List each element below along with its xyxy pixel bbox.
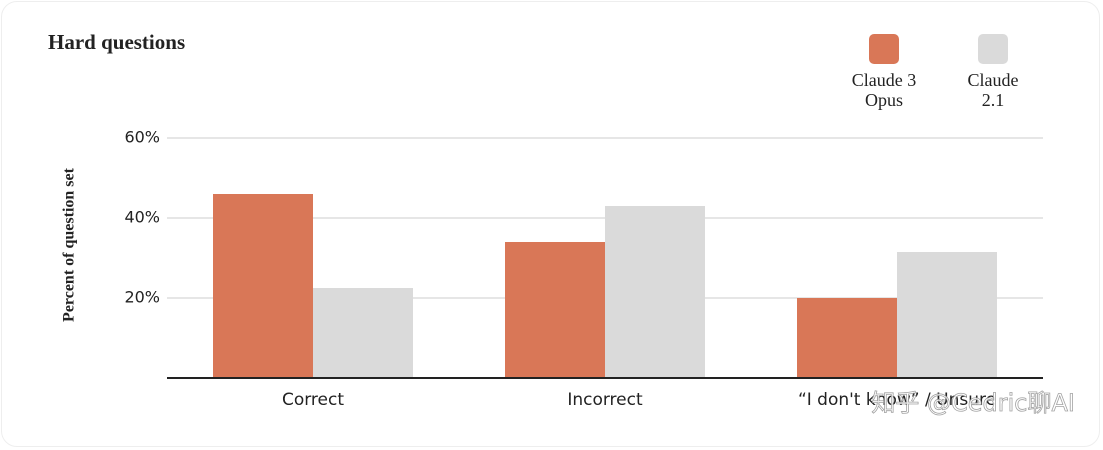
legend-swatch [978,34,1008,64]
y-tick-label: 40% [124,208,160,227]
legend-swatch [869,34,899,64]
watermark: 知乎 @Cedric聊AI [871,389,1075,417]
bar [313,288,413,378]
bar [213,194,313,378]
bar [505,242,605,378]
legend-label: Claude 2.1 [967,70,1019,110]
x-tick-label: “I don't know” / Unsure [798,390,996,410]
chart-title: Hard questions [48,30,185,54]
bar [797,298,897,378]
legend-item: Claude 3 Opus [834,34,934,110]
legend-label: Claude 3 Opus [851,70,917,110]
bar [897,252,997,378]
y-tick-label: 60% [124,128,160,147]
legend-item: Claude 2.1 [958,34,1028,110]
x-tick-label: Correct [282,390,344,410]
y-tick-label: 20% [124,288,160,307]
x-tick-label: Incorrect [567,390,643,410]
y-axis-label: Percent of question set [61,167,78,322]
bar [605,206,705,378]
